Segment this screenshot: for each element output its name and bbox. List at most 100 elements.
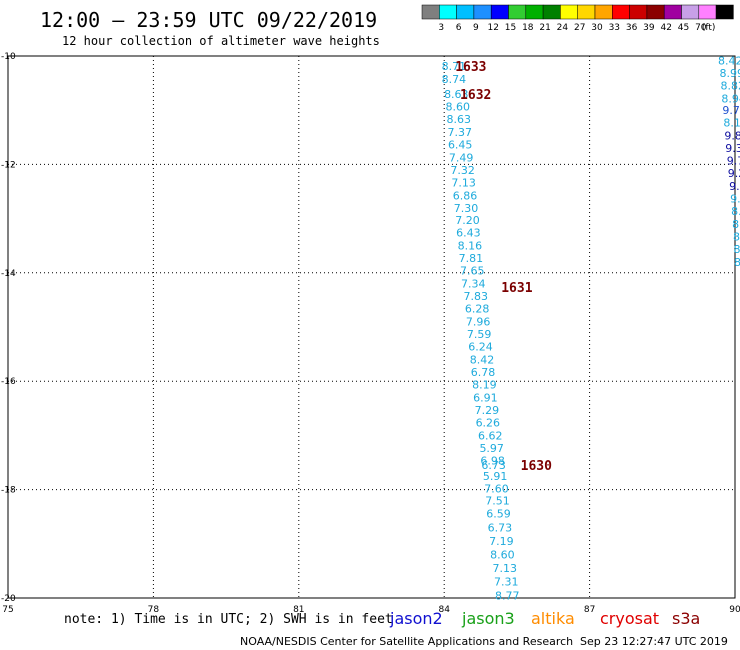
chart-title: 12:00 – 23:59 UTC 09/22/2019 bbox=[40, 8, 378, 32]
x-tick-label: 87 bbox=[584, 605, 595, 615]
swh-value: 8.77 bbox=[495, 589, 520, 602]
colorbar-tick-label: 33 bbox=[609, 23, 620, 33]
x-tick-label: 78 bbox=[148, 605, 160, 615]
swh-value: 8.19 bbox=[723, 117, 740, 130]
swh-value: 6.24 bbox=[468, 341, 493, 354]
colorbar-tick-label: 30 bbox=[591, 23, 603, 33]
swh-value: 7.19 bbox=[489, 535, 514, 548]
swh-value: 8.16 bbox=[458, 240, 483, 253]
swh-value: 6.91 bbox=[473, 391, 498, 404]
swh-value: 9.71 bbox=[722, 104, 740, 117]
colorbar-tick-label: 24 bbox=[557, 23, 569, 33]
swh-value: 8.33 bbox=[734, 256, 740, 269]
colorbar-tick-label: 45 bbox=[678, 23, 689, 33]
pass-time-label: 1630 bbox=[521, 459, 552, 474]
pass-time-label: 1631 bbox=[501, 281, 532, 296]
x-tick-label: 81 bbox=[293, 605, 304, 615]
colorbar-tick-label: 12 bbox=[487, 23, 498, 33]
colorbar-swatch bbox=[525, 4, 544, 20]
swh-value: 8.82 bbox=[720, 79, 740, 92]
swh-value: 7.96 bbox=[466, 316, 491, 329]
swh-value: 8.42 bbox=[718, 54, 740, 67]
swh-value: 7.31 bbox=[494, 576, 519, 589]
swh-value: 8.19 bbox=[472, 378, 497, 391]
colorbar-tick-label: 9 bbox=[473, 23, 479, 33]
swh-value: 6.43 bbox=[456, 227, 481, 240]
swh-value: 9.21 bbox=[728, 167, 740, 180]
swh-value: 7.32 bbox=[450, 164, 475, 177]
colorbar-swatch bbox=[421, 4, 440, 20]
y-tick-label: -14 bbox=[1, 269, 16, 279]
y-tick-label: -16 bbox=[1, 377, 16, 387]
swh-value: 8.60 bbox=[490, 549, 515, 562]
satellite-label-cryosat: cryosat bbox=[600, 609, 660, 628]
colorbar-swatch bbox=[508, 4, 527, 20]
swh-value: 8.60 bbox=[446, 100, 471, 113]
credit-line: NOAA/NESDIS Center for Satellite Applica… bbox=[240, 635, 574, 648]
lat-lon-grid bbox=[7, 55, 736, 599]
swh-value: 6.86 bbox=[453, 189, 478, 202]
chart-subtitle: 12 hour collection of altimeter wave hei… bbox=[62, 34, 380, 48]
swh-value: 8.94 bbox=[721, 92, 740, 105]
swh-value: 7.34 bbox=[461, 278, 486, 291]
swh-value: 7.83 bbox=[463, 290, 488, 303]
y-tick-label: -18 bbox=[1, 486, 16, 496]
colorbar-tick-label: 18 bbox=[522, 23, 534, 33]
swh-value: 7.29 bbox=[475, 404, 500, 417]
swh-value: 6.45 bbox=[448, 138, 473, 151]
colorbar-swatch bbox=[612, 4, 630, 20]
swh-value: 8.63 bbox=[446, 113, 471, 126]
pass-time-label: 1632 bbox=[460, 88, 491, 103]
swh-value: 9.81 bbox=[724, 130, 740, 143]
x-tick-label: 84 bbox=[438, 605, 450, 615]
axis-tick-labels: 75 78 81 84 87 90 -10 -12 -14 -16 -18 -20 bbox=[1, 52, 740, 615]
satellite-label-s3a: s3a bbox=[672, 609, 701, 628]
y-tick-label: -12 bbox=[1, 160, 16, 170]
colorbar-swatch bbox=[629, 4, 648, 20]
colorbar-tick-label: 15 bbox=[505, 23, 516, 33]
satellite-label-jason2: jason2 bbox=[390, 609, 443, 628]
swh-value: 6.78 bbox=[471, 366, 496, 379]
x-tick-label: 90 bbox=[729, 605, 740, 615]
swh-value: 8.64 bbox=[732, 218, 740, 231]
colorbar-unit: (ft) bbox=[702, 23, 716, 33]
pass-time-label: 1633 bbox=[455, 60, 486, 75]
swh-value: 8.57 bbox=[733, 230, 740, 243]
y-tick-label: -20 bbox=[1, 594, 16, 604]
swh-value: 9.15 bbox=[729, 180, 740, 193]
plot-frame bbox=[7, 55, 736, 599]
swh-value: 6.73 bbox=[481, 459, 506, 472]
color-scale-legend: 3 6 9 12 15 18 21 24 27 30 33 36 39 42 45 70(ft) bbox=[421, 4, 734, 33]
swh-value: 6.73 bbox=[488, 522, 513, 535]
swh-value: 7.81 bbox=[459, 252, 484, 265]
colorbar-swatch bbox=[456, 4, 475, 20]
swh-value: 7.30 bbox=[454, 202, 479, 215]
swh-value: 8.81 bbox=[731, 205, 740, 218]
swh-value: 7.51 bbox=[485, 494, 510, 507]
swh-value: 7.49 bbox=[449, 151, 474, 164]
units-note: note: 1) Time is in UTC; 2) SWH is in fe… bbox=[64, 612, 393, 627]
colorbar-tick-label: 21 bbox=[539, 23, 550, 33]
swh-value: 7.13 bbox=[451, 176, 476, 189]
swh-value: 7.13 bbox=[493, 562, 518, 575]
swh-value: 6.98 bbox=[480, 454, 505, 467]
colorbar-tick-label: 27 bbox=[574, 23, 585, 33]
colorbar-tick-label: 36 bbox=[626, 23, 638, 33]
colorbar-swatch bbox=[715, 4, 734, 20]
colorbar-swatch bbox=[663, 4, 682, 20]
swh-value: 7.60 bbox=[484, 483, 509, 496]
colorbar-swatch bbox=[646, 4, 665, 20]
colorbar-swatch bbox=[490, 4, 509, 20]
swh-value: 7.37 bbox=[447, 126, 472, 139]
swh-value: 8.49 bbox=[734, 243, 740, 256]
colorbar-swatch bbox=[681, 4, 700, 20]
x-tick-label: 75 bbox=[2, 605, 13, 615]
satellite-label-altika: altika bbox=[531, 609, 575, 628]
colorbar-swatch bbox=[439, 4, 457, 20]
colorbar-tick-label: 3 bbox=[438, 23, 444, 33]
swh-value: 6.28 bbox=[465, 303, 490, 316]
swh-value: 8.74 bbox=[442, 73, 467, 86]
swh-value: 7.65 bbox=[460, 265, 485, 278]
y-tick-label: -10 bbox=[1, 52, 16, 62]
